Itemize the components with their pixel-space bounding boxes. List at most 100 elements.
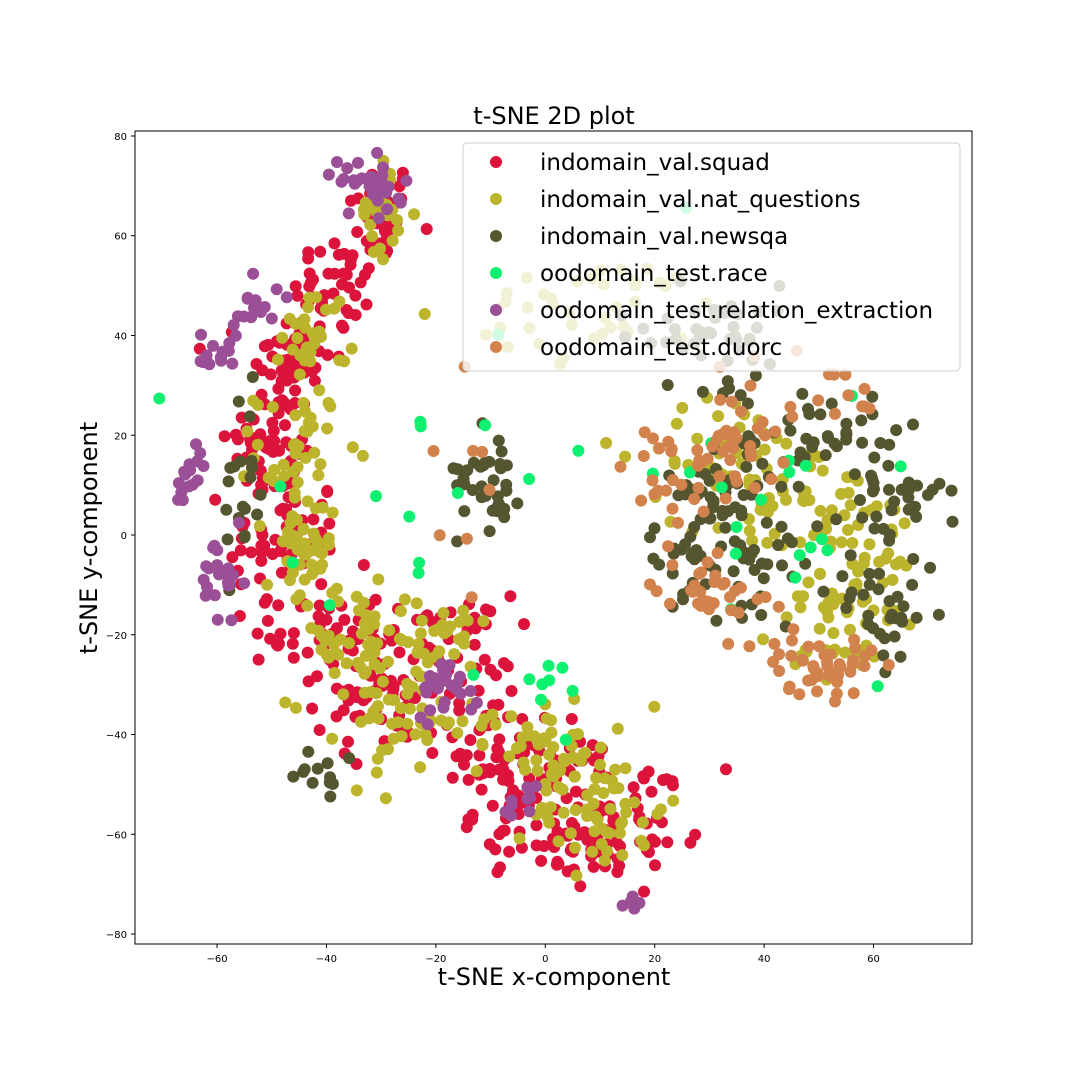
data-point	[523, 805, 536, 818]
data-point	[290, 593, 303, 606]
data-point	[332, 248, 345, 261]
data-point	[616, 849, 629, 862]
data-point	[846, 537, 859, 549]
data-point	[627, 781, 640, 794]
data-point	[581, 810, 594, 822]
data-point	[852, 565, 865, 578]
data-point	[302, 745, 315, 758]
data-point	[372, 573, 385, 586]
data-point	[907, 418, 919, 431]
data-point	[258, 301, 271, 313]
data-point	[387, 683, 400, 696]
data-point	[897, 600, 910, 613]
data-point	[495, 445, 508, 458]
data-point	[557, 806, 570, 819]
data-point	[197, 573, 210, 586]
data-point	[420, 223, 433, 235]
data-point	[255, 388, 268, 401]
data-point	[855, 414, 868, 427]
data-point	[412, 567, 425, 579]
data-point	[428, 625, 441, 637]
data-point	[435, 714, 448, 727]
data-point	[813, 622, 826, 635]
data-point	[250, 358, 263, 370]
data-point	[523, 473, 536, 485]
data-point	[862, 609, 875, 622]
data-point	[721, 375, 734, 388]
data-point	[293, 368, 306, 381]
data-point	[863, 538, 876, 551]
data-point	[594, 758, 606, 771]
data-point	[734, 389, 747, 402]
data-point	[530, 754, 543, 767]
data-point	[226, 551, 239, 564]
data-point	[868, 451, 881, 464]
data-point	[889, 612, 902, 625]
data-point	[306, 702, 319, 715]
data-point	[902, 503, 915, 516]
data-point	[191, 474, 204, 487]
data-point	[394, 702, 407, 715]
data-point	[464, 734, 477, 746]
data-point	[394, 605, 407, 618]
data-point	[500, 484, 513, 497]
data-point	[311, 762, 324, 775]
data-point	[298, 763, 311, 776]
data-point	[480, 603, 492, 616]
data-point	[387, 732, 400, 745]
data-point	[586, 845, 599, 858]
data-point	[830, 440, 843, 453]
data-point	[786, 410, 799, 423]
data-point	[768, 637, 781, 650]
data-point	[183, 458, 196, 471]
data-point	[351, 226, 364, 238]
data-point	[366, 230, 379, 243]
data-point	[761, 506, 774, 518]
data-point	[775, 520, 788, 533]
data-point	[898, 517, 911, 530]
data-point	[276, 535, 289, 548]
data-point	[713, 470, 726, 483]
data-point	[637, 772, 650, 785]
data-point	[709, 569, 722, 582]
data-point	[567, 751, 580, 764]
data-point	[322, 168, 335, 181]
data-point	[872, 583, 885, 596]
data-point	[275, 566, 288, 579]
data-point	[412, 637, 425, 650]
data-point	[812, 394, 825, 407]
data-point	[647, 432, 659, 445]
data-point	[611, 722, 624, 735]
data-point	[910, 510, 923, 523]
data-point	[886, 573, 899, 586]
data-point	[297, 523, 310, 535]
data-point	[662, 435, 675, 448]
data-point	[689, 828, 702, 841]
data-point	[194, 447, 207, 460]
data-point	[761, 536, 774, 549]
data-point	[743, 524, 756, 537]
data-point	[620, 806, 633, 819]
data-point	[666, 502, 679, 515]
data-point	[811, 666, 824, 679]
data-point	[691, 444, 704, 457]
data-point	[746, 534, 759, 547]
data-point	[266, 416, 279, 429]
data-point	[338, 613, 351, 626]
data-point	[806, 441, 819, 453]
data-point	[847, 687, 860, 700]
legend-label: oodomain_test.race	[540, 261, 768, 287]
data-point	[343, 637, 356, 650]
data-point	[902, 476, 915, 489]
data-point	[619, 762, 632, 775]
data-point	[552, 858, 565, 870]
data-point	[286, 566, 299, 579]
data-point	[676, 401, 689, 414]
data-point	[226, 357, 239, 370]
data-point	[877, 649, 890, 662]
data-point	[316, 558, 328, 571]
data-point	[695, 566, 708, 579]
data-point	[357, 559, 370, 571]
data-point	[251, 399, 264, 411]
y-tick-label: 80	[114, 132, 127, 143]
